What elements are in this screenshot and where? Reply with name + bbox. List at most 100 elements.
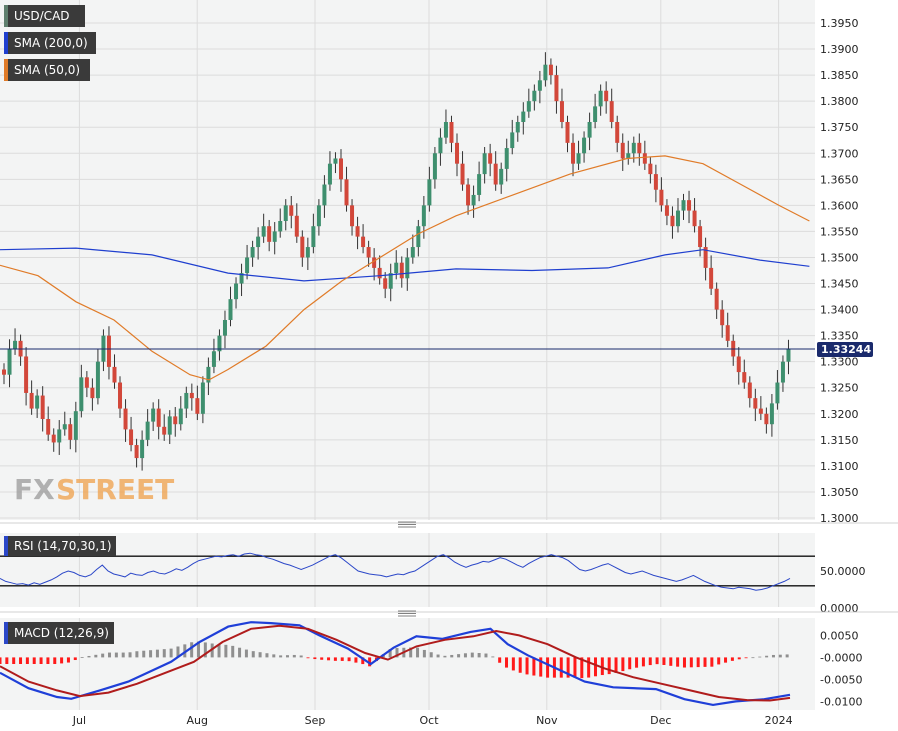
price-y-tick: 1.3250 (820, 382, 859, 395)
macd-hist-bar-negative (532, 657, 536, 676)
macd-hist-bar-negative (39, 657, 43, 664)
candle-down (559, 101, 564, 122)
candle-up (283, 205, 288, 221)
macd-hist-bar-positive (450, 654, 454, 658)
pane-divider-2[interactable] (0, 610, 898, 617)
macd-hist-bar-positive (265, 653, 269, 658)
candle-up (410, 247, 415, 258)
candle-down (747, 382, 752, 399)
candle-up (228, 299, 233, 320)
candle-down (344, 179, 349, 206)
macd-hist-bar-positive (771, 654, 775, 658)
candle-down (294, 215, 299, 237)
candle-down (709, 267, 714, 289)
legend-usdcad-swatch (4, 5, 8, 27)
macd-hist-bar-negative (682, 657, 686, 668)
price-y-tick: 1.3550 (820, 225, 859, 238)
price-candles (2, 52, 791, 471)
candle-up (405, 257, 410, 279)
macd-hist-bar-negative (669, 657, 673, 666)
macd-hist-bar-negative (744, 657, 748, 659)
legend-sma50-swatch (4, 59, 8, 81)
legend-sma50[interactable]: SMA (50,0) (4, 59, 90, 81)
macd-hist-bar-negative (573, 657, 577, 678)
macd-hist-bar-negative (505, 657, 509, 668)
macd-hist-bar-positive (121, 652, 125, 658)
candle-up (278, 221, 283, 232)
candle-down (664, 205, 669, 216)
macd-hist-bar-negative (635, 657, 639, 668)
price-y-tick: 1.3900 (820, 43, 859, 56)
candle-up (780, 361, 785, 383)
candle-down (40, 395, 45, 419)
candle-down (112, 366, 117, 383)
candle-down (764, 413, 769, 425)
candle-up (537, 80, 542, 91)
candle-up (681, 200, 686, 211)
macd-hist-bar-positive (395, 648, 399, 658)
macd-hist-bar-negative (361, 657, 365, 665)
candle-up (626, 153, 631, 159)
macd-hist-bar-positive (443, 655, 447, 658)
macd-hist-bar-negative (53, 657, 57, 664)
candle-down (156, 408, 161, 427)
candle-up (482, 153, 487, 175)
macd-hist-bar-positive (217, 644, 221, 658)
macd-hist-bar-negative (662, 657, 666, 665)
candle-down (2, 369, 6, 375)
candle-up (775, 382, 780, 404)
macd-hist-bar-negative (525, 657, 529, 675)
candle-down (488, 153, 493, 164)
candle-down (68, 424, 73, 440)
vertical-gridlines (78, 0, 780, 710)
x-tick-label: 2024 (765, 714, 793, 727)
sma50-line (0, 155, 810, 381)
candle-down (615, 122, 620, 143)
macd-line (0, 621, 791, 707)
candle-down (565, 122, 570, 143)
candle-up (421, 205, 426, 227)
macd-hist-bar-positive (135, 651, 139, 658)
price-y-tick: 1.3200 (820, 408, 859, 421)
candle-up (250, 247, 255, 258)
candle-down (670, 215, 675, 227)
macd-hist-bar-positive (203, 642, 207, 658)
candle-up (7, 348, 12, 375)
price-y-axis: 1.3950 1.3900 1.3850 1.3800 1.3750 1.3700 1.36… (820, 17, 859, 525)
candle-down (455, 142, 460, 164)
candle-down (653, 174, 658, 190)
macd-hist-bar-positive (128, 652, 132, 658)
macd-hist-bar-positive (142, 650, 146, 658)
macd-hist-bar-negative (32, 657, 36, 664)
macd-hist-bar-negative (333, 657, 337, 661)
candle-down (609, 101, 614, 122)
macd-hist-bar-negative (19, 657, 23, 664)
candle-up (432, 153, 437, 180)
legend-rsi[interactable]: RSI (14,70,30,1) (4, 536, 116, 556)
macd-hist-bar-negative (621, 657, 625, 672)
macd-hist-bar-positive (80, 657, 84, 658)
macd-hist-bar-positive (162, 649, 166, 658)
macd-hist-bar-negative (600, 657, 604, 676)
candle-down (106, 335, 111, 367)
legend-sma200[interactable]: SMA (200,0) (4, 32, 96, 54)
candle-up (151, 408, 156, 422)
candle-up (593, 106, 598, 122)
candle-up (256, 236, 261, 248)
pane-divider-1[interactable] (0, 521, 898, 528)
macd-hist-bar-positive (87, 655, 91, 658)
legend-usdcad[interactable]: USD/CAD (4, 5, 85, 27)
legend-macd[interactable]: MACD (12,26,9) (4, 622, 114, 644)
macd-hist-bar-negative (628, 657, 632, 670)
macd-hist-bar-negative (641, 657, 645, 667)
sma200-line (0, 247, 810, 282)
price-y-tick: 1.3400 (820, 304, 859, 317)
candle-up (35, 395, 40, 409)
candle-up (504, 148, 509, 169)
macd-hist-bar-positive (176, 646, 180, 658)
candle-down (51, 434, 56, 443)
price-y-tick: 1.3800 (820, 95, 859, 108)
macd-hist-bar-negative (25, 657, 29, 664)
macd-y-tick: 0.0050 (820, 629, 859, 642)
logo-fx: FX (14, 473, 55, 506)
